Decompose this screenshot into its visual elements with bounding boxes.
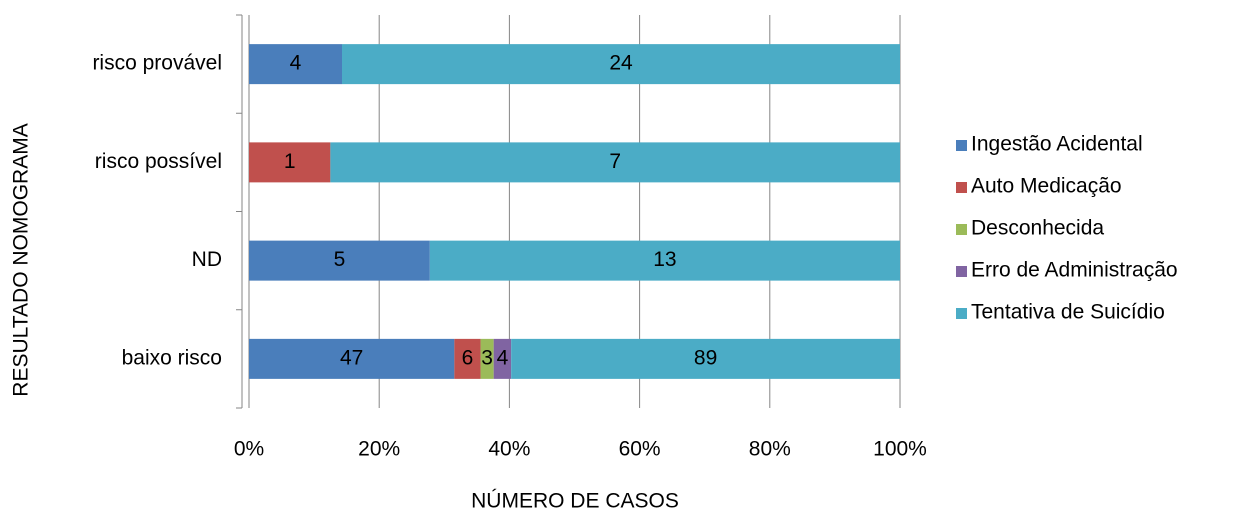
data-label: 24 xyxy=(609,52,633,75)
y-tick-label: risco provável xyxy=(92,52,222,75)
y-tick-label: ND xyxy=(192,248,222,271)
legend-swatch xyxy=(956,224,967,235)
bar-segment xyxy=(249,44,342,85)
x-tick-label: 40% xyxy=(488,438,530,461)
legend-swatch xyxy=(956,140,967,151)
x-tick-label: 20% xyxy=(358,438,400,461)
data-label: 7 xyxy=(609,150,621,173)
bar-segment xyxy=(249,240,430,281)
data-label: 4 xyxy=(290,52,302,75)
bar-segment xyxy=(511,338,900,379)
bar-segment xyxy=(330,142,900,183)
legend-swatch xyxy=(956,266,967,277)
bar-segment xyxy=(249,142,331,183)
bar-segment xyxy=(342,44,900,85)
legend-label: Tentativa de Suicídio xyxy=(971,301,1165,324)
y-axis-title: RESULTADO NOMOGRAMA xyxy=(10,123,33,396)
legend-swatch xyxy=(956,308,967,319)
bar-segment xyxy=(480,338,494,379)
x-tick-label: 60% xyxy=(619,438,661,461)
data-label: 1 xyxy=(284,150,296,173)
data-label: 3 xyxy=(481,346,493,369)
legend-swatch xyxy=(956,182,967,193)
x-tick-label: 80% xyxy=(749,438,791,461)
y-tick-label: baixo risco xyxy=(122,346,222,369)
x-tick-label: 100% xyxy=(873,438,927,461)
bar-segment xyxy=(249,338,455,379)
legend-label: Erro de Administração xyxy=(971,259,1178,282)
data-label: 4 xyxy=(497,346,509,369)
x-axis-title: NÚMERO DE CASOS xyxy=(471,490,679,513)
data-label: 6 xyxy=(462,346,474,369)
bar-segment xyxy=(454,338,481,379)
legend-label: Auto Medicação xyxy=(971,175,1122,198)
y-tick-label: risco possível xyxy=(95,150,222,173)
data-label: 89 xyxy=(694,346,717,369)
legend-label: Desconhecida xyxy=(971,217,1104,240)
bar-segment xyxy=(429,240,900,281)
data-label: 5 xyxy=(334,248,346,271)
bar-segment xyxy=(493,338,512,379)
data-label: 13 xyxy=(653,248,676,271)
data-label: 47 xyxy=(340,346,363,369)
x-tick-label: 0% xyxy=(234,438,264,461)
legend-label: Ingestão Acidental xyxy=(971,133,1143,156)
